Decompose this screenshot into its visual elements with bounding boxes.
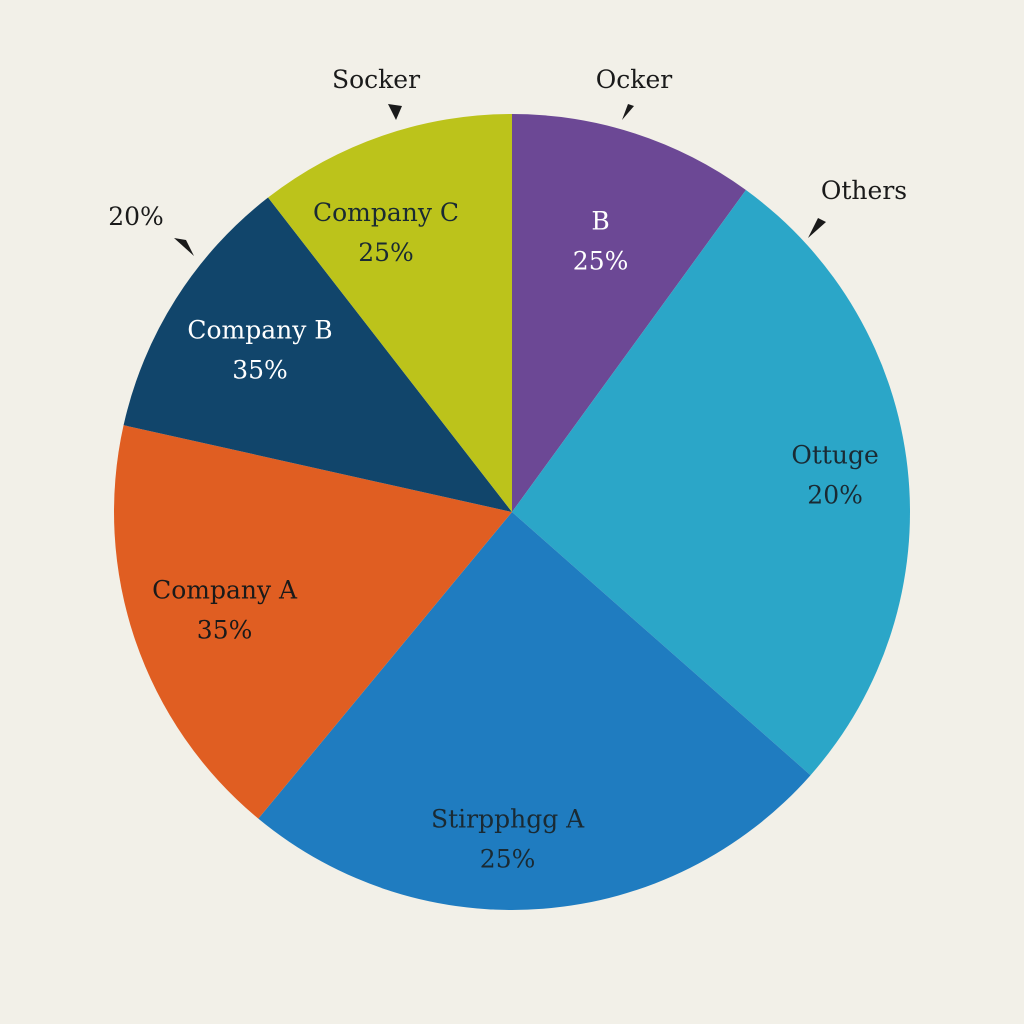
slice-labels: B 25% Ottuge 20% Stirpphgg A 25% Company A 35% C…	[152, 198, 879, 874]
pie-slice-5	[123, 197, 512, 512]
pie-slice-2	[512, 190, 910, 776]
callout-socker: Socker	[332, 65, 420, 120]
callout-percent: 20%	[108, 202, 194, 256]
callout-socker-text: Socker	[332, 65, 420, 94]
callout-others-text: Others	[821, 176, 907, 205]
callout-ocker-arrow	[622, 104, 634, 120]
callout-percent-text: 20%	[108, 202, 164, 231]
pie-slice-1	[512, 114, 746, 512]
callout-percent-arrow	[174, 238, 194, 256]
pie-slice-3	[258, 512, 811, 910]
slice-label-4: Company A	[152, 576, 298, 605]
slice-label-2: Ottuge	[791, 441, 879, 470]
slice-value-label-4: 35%	[197, 616, 253, 645]
slice-value-label-3: 25%	[480, 844, 536, 873]
callout-others: Others	[808, 176, 907, 238]
callout-socker-arrow	[388, 104, 402, 120]
slice-label-6: Company C	[313, 198, 459, 227]
slice-label-1: B	[591, 207, 609, 236]
callout-ocker-text: Ocker	[596, 65, 672, 94]
slice-value-label-6: 25%	[358, 238, 414, 267]
callout-ocker: Ocker	[596, 65, 672, 120]
slice-value-label-2: 20%	[807, 481, 863, 510]
callout-others-arrow	[808, 218, 826, 238]
pie-slice-4	[114, 425, 512, 819]
slice-value-label-5: 35%	[232, 356, 288, 385]
pie-slice-6	[268, 114, 512, 512]
pie-slices	[114, 114, 910, 910]
slice-label-3: Stirpphgg A	[431, 804, 585, 833]
slice-value-label-1: 25%	[573, 247, 629, 276]
slice-label-5: Company B	[187, 316, 332, 345]
